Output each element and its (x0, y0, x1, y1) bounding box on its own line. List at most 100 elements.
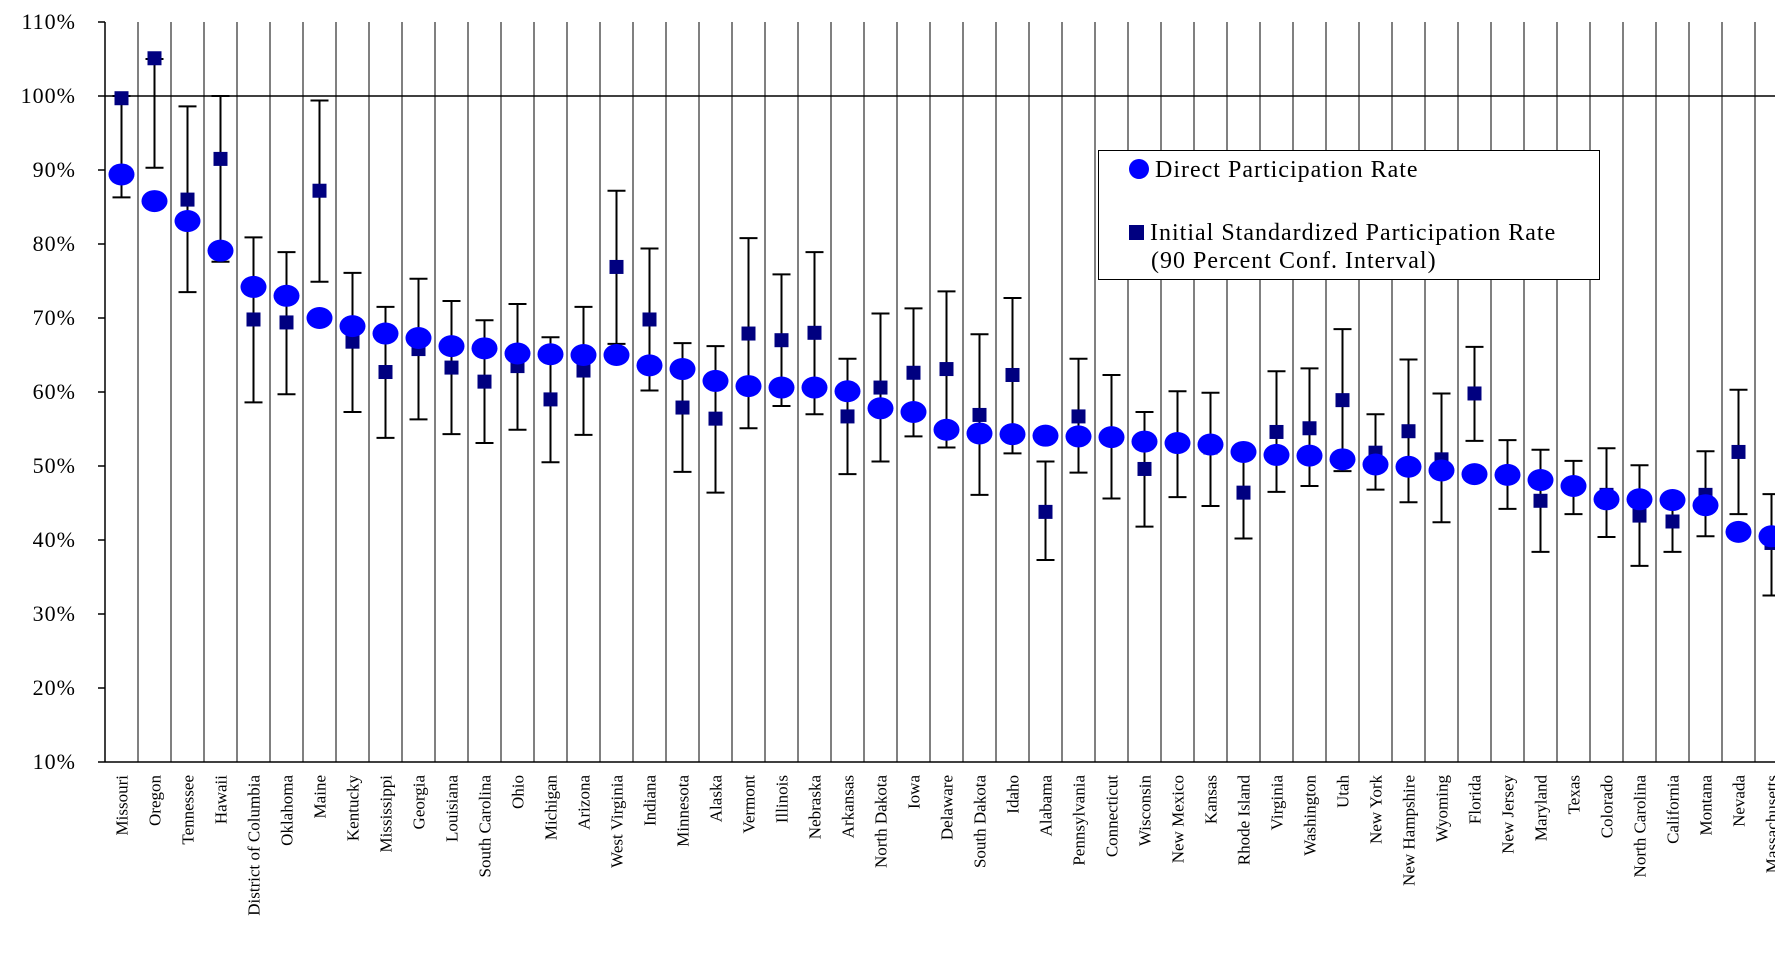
standardized-rate-point (1269, 424, 1284, 439)
legend-square-marker (1129, 225, 1144, 240)
x-tick-label: Mississippi (377, 775, 396, 853)
x-tick-label: Wyoming (1433, 775, 1452, 842)
legend-direct-label: Direct Participation Rate (1155, 157, 1419, 183)
standardized-rate-point (807, 325, 822, 340)
standardized-rate-point (1632, 508, 1647, 523)
direct-rate-point (1362, 453, 1389, 476)
direct-rate-point (1296, 444, 1323, 467)
direct-rate-point (669, 358, 696, 381)
x-tick-label: Arizona (575, 775, 594, 830)
direct-rate-point (768, 376, 795, 399)
direct-rate-point (735, 375, 762, 398)
direct-rate-point (1329, 448, 1356, 471)
x-tick-label: Kansas (1202, 775, 1221, 824)
direct-rate-point (603, 344, 630, 366)
standardized-rate-point (1071, 409, 1086, 424)
direct-rate-point (1527, 469, 1554, 492)
x-tick-label: Michigan (542, 775, 561, 841)
direct-rate-point (867, 397, 894, 420)
y-tick-label: 40% (33, 527, 76, 552)
standardized-rate-point (1731, 444, 1746, 459)
direct-rate-point (504, 342, 531, 365)
x-tick-label: Arkansas (839, 775, 858, 838)
direct-rate-point (372, 322, 399, 345)
standardized-rate-point (675, 400, 690, 415)
direct-rate-point (1659, 489, 1686, 512)
x-tick-label: Alabama (1037, 775, 1056, 837)
standardized-rate-point (114, 91, 129, 106)
x-tick-label: Vermont (740, 775, 759, 834)
x-tick-label: Colorado (1598, 775, 1617, 838)
direct-rate-point (1593, 488, 1620, 511)
standardized-rate-markers (114, 51, 1775, 550)
x-tick-label: Nebraska (806, 775, 825, 840)
direct-rate-point (834, 380, 861, 403)
standardized-rate-point (939, 362, 954, 377)
direct-rate-point (306, 307, 333, 329)
standardized-rate-point (741, 326, 756, 341)
direct-rate-point (1197, 433, 1224, 456)
x-tick-label: Indiana (641, 775, 660, 826)
x-tick-label: North Dakota (872, 775, 891, 868)
x-tick-label: Oklahoma (278, 775, 297, 846)
direct-rate-point (999, 423, 1026, 446)
standardized-rate-point (642, 312, 657, 327)
standardized-rate-point (1137, 461, 1152, 476)
x-tick-label: South Carolina (476, 775, 495, 878)
x-tick-label: Delaware (938, 775, 957, 840)
error-bar (211, 95, 230, 263)
standardized-rate-point (477, 374, 492, 389)
error-bar (145, 58, 164, 169)
direct-rate-point (1065, 425, 1092, 448)
direct-rate-point (801, 376, 828, 399)
category-separators (137, 22, 1756, 762)
y-tick-label: 100% (21, 83, 76, 108)
direct-rate-point (405, 326, 432, 349)
direct-rate-point (207, 239, 234, 262)
direct-rate-point (273, 284, 300, 307)
legend-standardized-sub: (90 Percent Conf. Interval) (1151, 248, 1437, 274)
direct-rate-point (108, 163, 135, 186)
x-tick-label: Maine (311, 775, 330, 818)
x-tick-label: Connecticut (1103, 775, 1122, 857)
direct-rate-point (900, 400, 927, 423)
legend-circle-marker (1129, 159, 1149, 179)
standardized-rate-point (1533, 493, 1548, 508)
standardized-rate-point (576, 363, 591, 378)
x-tick-label: Montana (1697, 775, 1716, 836)
direct-rate-markers (108, 163, 1775, 548)
x-tick-label: Minnesota (674, 775, 693, 847)
direct-rate-point (570, 344, 597, 366)
standardized-rate-point (147, 51, 162, 66)
direct-rate-point (966, 422, 993, 445)
standardized-rate-point (1467, 386, 1482, 401)
standardized-rate-point (609, 259, 624, 274)
legend-standardized-label: Initial Standardized Participation Rate (1150, 220, 1557, 246)
direct-rate-point (1461, 463, 1488, 486)
direct-rate-point (240, 275, 267, 298)
x-tick-label: New Hampshire (1400, 775, 1419, 886)
x-tick-label: West Virginia (608, 775, 627, 868)
standardized-rate-point (1401, 424, 1416, 439)
standardized-rate-point (906, 365, 921, 380)
standardized-rate-point (213, 151, 228, 166)
x-tick-label: Pennsylvania (1070, 775, 1089, 866)
x-tick-label: Oregon (146, 775, 165, 826)
y-tick-label: 90% (33, 157, 76, 182)
standardized-rate-point (1335, 393, 1350, 408)
y-tick-label: 80% (33, 231, 76, 256)
x-tick-label: Maryland (1532, 775, 1551, 842)
direct-rate-point (1395, 455, 1422, 478)
standardized-rate-point (378, 365, 393, 380)
direct-rate-point (438, 335, 465, 358)
x-tick-label: New Jersey (1499, 775, 1518, 854)
standardized-rate-point (1005, 367, 1020, 382)
x-tick-label: Rhode Island (1235, 775, 1254, 866)
standardized-rate-point (180, 192, 195, 207)
y-tick-label: 110% (21, 9, 76, 34)
x-tick-label: Illinois (773, 775, 792, 823)
x-tick-label: Kentucky (344, 775, 363, 842)
standardized-rate-point (873, 380, 888, 395)
y-tick-label: 60% (33, 379, 76, 404)
x-tick-label: Utah (1334, 775, 1353, 809)
